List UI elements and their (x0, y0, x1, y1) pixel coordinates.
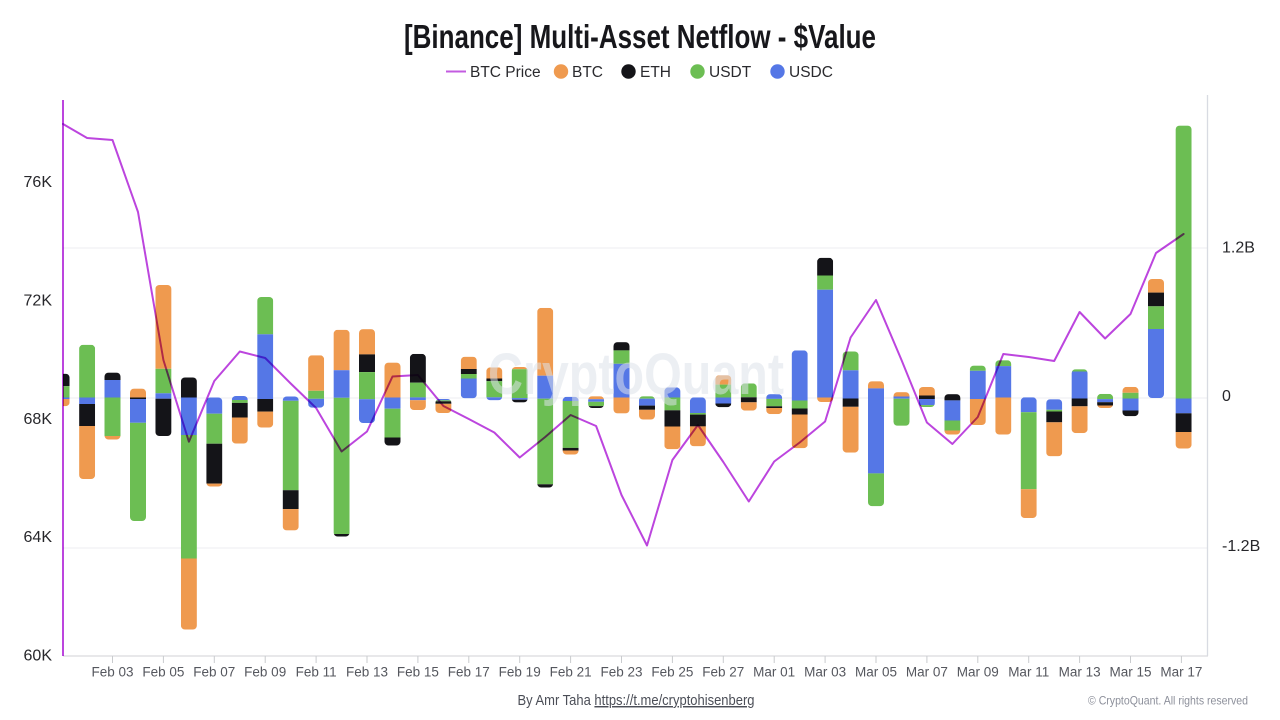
svg-text:60K: 60K (24, 648, 53, 665)
svg-text:Mar 11: Mar 11 (1008, 665, 1049, 680)
svg-text:Mar 15: Mar 15 (1109, 665, 1151, 680)
svg-text:0: 0 (1222, 388, 1231, 405)
svg-text:BTC Price: BTC Price (470, 64, 541, 81)
svg-text:Feb 13: Feb 13 (346, 665, 388, 680)
svg-text:© CryptoQuant. All rights rese: © CryptoQuant. All rights reserved (1088, 694, 1248, 708)
svg-text:Mar 03: Mar 03 (804, 665, 846, 680)
svg-text:Mar 05: Mar 05 (855, 665, 897, 680)
svg-text:BTC: BTC (572, 64, 603, 81)
svg-text:Feb 19: Feb 19 (499, 665, 541, 680)
svg-text:1.2B: 1.2B (1222, 240, 1255, 257)
svg-text:ETH: ETH (640, 64, 671, 81)
svg-text:Mar 09: Mar 09 (957, 665, 999, 680)
svg-text:72K: 72K (24, 292, 53, 309)
svg-text:76K: 76K (24, 174, 53, 191)
svg-text:Feb 15: Feb 15 (397, 665, 439, 680)
svg-text:Feb 27: Feb 27 (702, 665, 744, 680)
svg-text:Feb 07: Feb 07 (193, 665, 235, 680)
svg-text:Mar 01: Mar 01 (753, 665, 795, 680)
svg-text:68K: 68K (24, 411, 53, 428)
svg-text:Feb 23: Feb 23 (600, 665, 642, 680)
svg-text:Feb 11: Feb 11 (296, 665, 337, 680)
svg-text:USDT: USDT (709, 64, 752, 81)
svg-text:Feb 21: Feb 21 (550, 665, 592, 680)
svg-text:[Binance] Multi-Asset Netflow: [Binance] Multi-Asset Netflow - $Value (404, 18, 876, 55)
svg-text:Mar 17: Mar 17 (1160, 665, 1202, 680)
svg-text:Feb 17: Feb 17 (448, 665, 490, 680)
svg-text:By Amr Taha https://t.me/crypt: By Amr Taha https://t.me/cryptohisenberg (518, 693, 755, 709)
svg-text:64K: 64K (24, 529, 53, 546)
svg-text:CryptoQuant: CryptoQuant (488, 342, 784, 407)
svg-text:Mar 07: Mar 07 (906, 665, 948, 680)
svg-text:Mar 13: Mar 13 (1059, 665, 1101, 680)
svg-text:Feb 09: Feb 09 (244, 665, 286, 680)
svg-text:-1.2B: -1.2B (1222, 538, 1260, 555)
svg-text:USDC: USDC (789, 64, 833, 81)
svg-text:Feb 25: Feb 25 (651, 665, 693, 680)
svg-text:Feb 03: Feb 03 (91, 665, 133, 680)
svg-text:Feb 05: Feb 05 (142, 665, 184, 680)
